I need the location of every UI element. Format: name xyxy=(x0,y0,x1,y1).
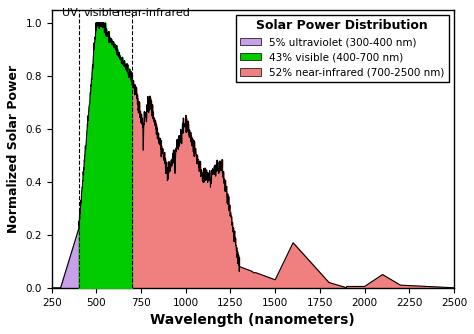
Y-axis label: Normalized Solar Power: Normalized Solar Power xyxy=(7,64,20,233)
Text: visible: visible xyxy=(84,8,119,18)
Text: near-infrared: near-infrared xyxy=(117,8,190,18)
Legend: 5% ultraviolet (300-400 nm), 43% visible (400-700 nm), 52% near-infrared (700-25: 5% ultraviolet (300-400 nm), 43% visible… xyxy=(236,15,449,82)
Text: UV: UV xyxy=(62,8,77,18)
Polygon shape xyxy=(61,230,79,288)
X-axis label: Wavelength (nanometers): Wavelength (nanometers) xyxy=(150,313,355,327)
